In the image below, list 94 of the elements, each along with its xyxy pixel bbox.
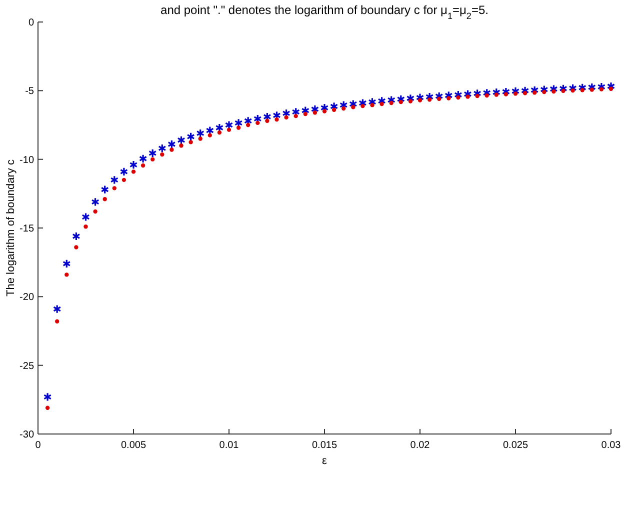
- y-tick-label: -10: [20, 154, 34, 166]
- point: [294, 114, 298, 118]
- point: [120, 167, 128, 176]
- point: [208, 133, 212, 138]
- point: [45, 406, 50, 410]
- x-tick-label: 0.025: [502, 440, 528, 451]
- point: [236, 126, 241, 130]
- point: [140, 163, 146, 168]
- point: [389, 100, 394, 106]
- point: [122, 178, 126, 182]
- point: [466, 94, 470, 99]
- point: [148, 148, 157, 158]
- point: [351, 105, 356, 110]
- point: [64, 272, 69, 277]
- point: [196, 128, 204, 138]
- point: [265, 118, 270, 123]
- point: [590, 88, 594, 92]
- point: [570, 88, 575, 93]
- y-tick-label: -30: [20, 430, 34, 440]
- point: [484, 93, 489, 98]
- point: [177, 136, 186, 145]
- y-axis-title: The logarithm of boundary c: [5, 159, 17, 296]
- point: [284, 115, 288, 120]
- point: [55, 319, 60, 324]
- point: [418, 98, 422, 102]
- point: [256, 120, 260, 126]
- point: [580, 88, 584, 92]
- point: [186, 132, 195, 142]
- point: [408, 99, 413, 104]
- x-tick-label: 0: [35, 440, 42, 451]
- point: [542, 90, 546, 94]
- point: [456, 95, 460, 100]
- point: [112, 186, 116, 190]
- point: [168, 140, 176, 149]
- point: [72, 232, 80, 241]
- point: [82, 212, 90, 222]
- point: [322, 109, 327, 114]
- point: [188, 140, 193, 144]
- y-tick-label: 0: [28, 18, 34, 28]
- chart-title: and point "." denotes the logarithm of boundary c for μ$_{1}$=μ$_{2}$=5.: [160, 3, 488, 21]
- point: [150, 157, 155, 162]
- y-tick-label: -15: [20, 224, 34, 234]
- point: [160, 152, 164, 157]
- point: [246, 122, 250, 128]
- point: [427, 97, 432, 102]
- point: [100, 184, 109, 194]
- point: [91, 197, 100, 206]
- x-tick-label: 0.02: [410, 440, 430, 451]
- point: [274, 117, 279, 122]
- point: [74, 245, 78, 250]
- x-tick-label: 0.015: [312, 440, 338, 451]
- point: [360, 104, 365, 108]
- x-tick-label: 0.005: [120, 440, 146, 451]
- point: [43, 392, 52, 402]
- point: [380, 102, 384, 106]
- point: [226, 128, 232, 132]
- point: [102, 197, 107, 202]
- point: [138, 154, 148, 164]
- point: [84, 224, 88, 229]
- point: [131, 170, 136, 174]
- point: [398, 100, 403, 104]
- point: [437, 96, 442, 102]
- y-tick-label: -5: [25, 86, 34, 98]
- point: [93, 209, 98, 214]
- point: [312, 110, 318, 115]
- y-tick-label: -25: [20, 360, 34, 372]
- x-axis-title: ε: [322, 455, 328, 467]
- point: [475, 94, 480, 98]
- point: [342, 106, 346, 111]
- point: [198, 136, 202, 141]
- point: [158, 144, 166, 153]
- point: [561, 88, 566, 94]
- point: [332, 108, 336, 112]
- point: [170, 148, 174, 152]
- point: [110, 175, 118, 185]
- point: [494, 92, 498, 97]
- point: [179, 144, 184, 148]
- point: [129, 160, 138, 170]
- point: [532, 90, 537, 95]
- point: [599, 87, 604, 92]
- point: [53, 304, 62, 314]
- point: [370, 102, 374, 108]
- point: [62, 259, 71, 268]
- point: [446, 96, 451, 100]
- point: [513, 92, 518, 96]
- y-tick-label: -20: [20, 292, 34, 304]
- point: [303, 112, 308, 116]
- x-tick-label: 0.01: [219, 440, 240, 451]
- point: [608, 86, 614, 91]
- point: [552, 89, 556, 94]
- point: [217, 130, 222, 135]
- point: [504, 92, 508, 96]
- x-tick-label: 0.03: [601, 440, 622, 451]
- point: [522, 91, 528, 96]
